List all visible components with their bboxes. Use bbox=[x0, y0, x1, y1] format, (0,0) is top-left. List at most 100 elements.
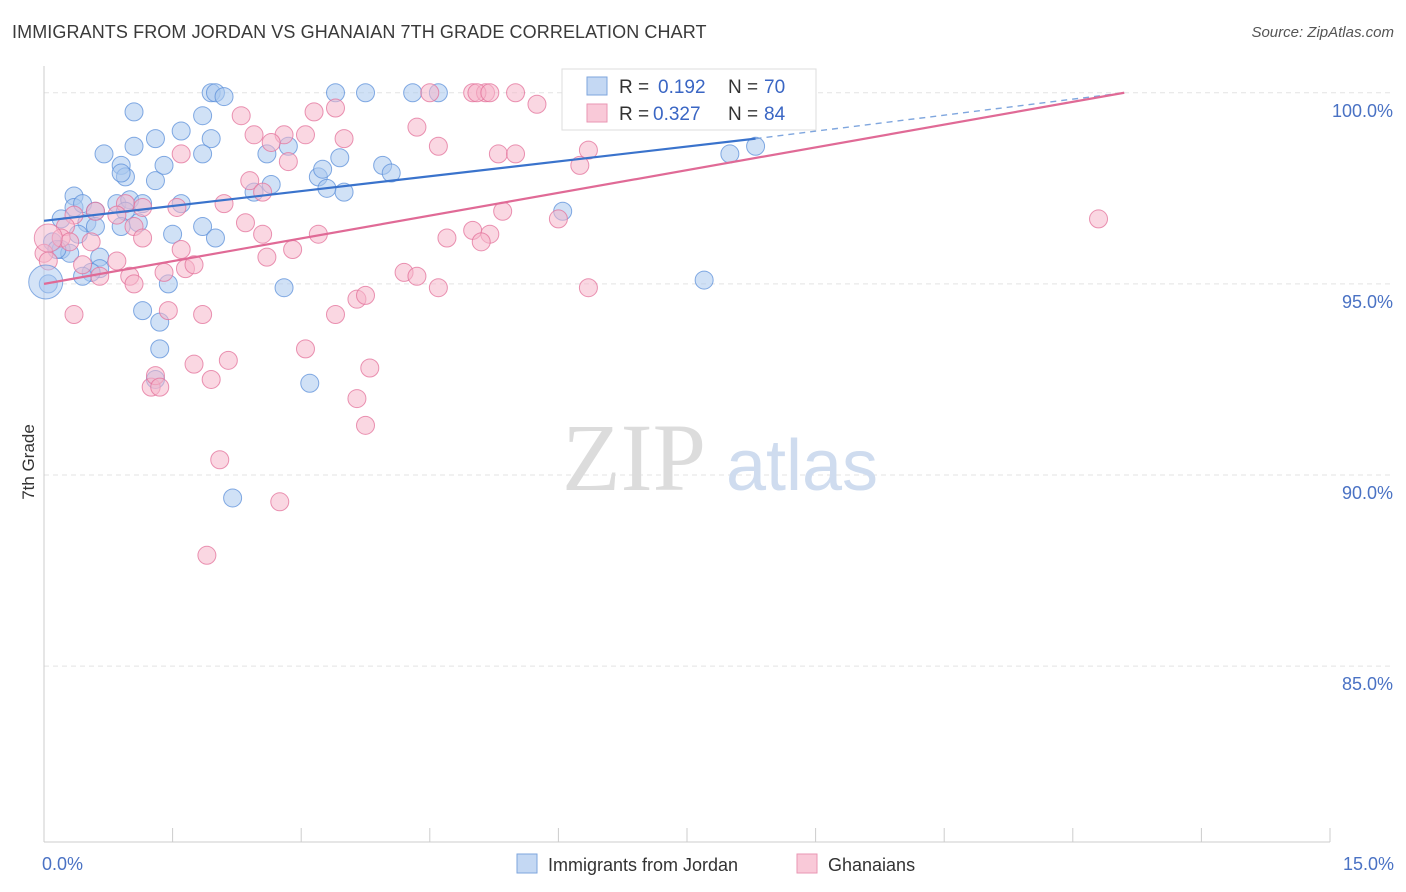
point-jordan bbox=[193, 144, 213, 164]
trend-line-jordan-extension bbox=[755, 92, 1125, 140]
legend-n-label-jordan: N = bbox=[728, 77, 758, 98]
point-ghanaians bbox=[261, 132, 281, 152]
y-tick-label: 95.0% bbox=[1342, 292, 1393, 312]
point-ghanaians bbox=[578, 278, 598, 298]
point-ghanaians bbox=[356, 285, 375, 305]
point-ghanaians bbox=[437, 228, 457, 248]
tick-labels: 100.0% 95.0% 90.0% 85.0% 0.0% 15.0% bbox=[42, 101, 1394, 874]
point-jordan bbox=[330, 148, 350, 168]
watermark-zip: ZIP bbox=[562, 404, 706, 511]
point-ghanaians bbox=[360, 358, 380, 378]
point-ghanaians bbox=[64, 304, 84, 324]
point-ghanaians bbox=[184, 354, 204, 374]
y-tick-label: 100.0% bbox=[1332, 101, 1393, 121]
point-ghanaians bbox=[506, 83, 526, 103]
legend-swatch-jordan bbox=[586, 76, 608, 96]
bottom-legend-label-ghanaians: Ghanaians bbox=[828, 855, 915, 875]
point-ghanaians bbox=[81, 232, 101, 252]
trend-line-ghanaians bbox=[43, 91, 1125, 285]
point-ghanaians bbox=[257, 247, 277, 267]
point-jordan bbox=[171, 121, 191, 141]
point-ghanaians bbox=[193, 304, 213, 324]
data-points bbox=[28, 83, 1109, 565]
point-ghanaians bbox=[210, 450, 230, 470]
point-ghanaians bbox=[154, 262, 174, 282]
point-jordan bbox=[145, 171, 165, 191]
bottom-legend-label-jordan: Immigrants from Jordan bbox=[548, 855, 738, 875]
point-ghanaians bbox=[356, 415, 375, 435]
point-ghanaians bbox=[548, 209, 568, 229]
point-ghanaians bbox=[570, 155, 590, 175]
point-ghanaians bbox=[73, 255, 93, 275]
point-ghanaians bbox=[325, 304, 345, 324]
point-jordan bbox=[205, 228, 225, 248]
point-ghanaians bbox=[253, 182, 273, 202]
point-ghanaians bbox=[167, 197, 187, 217]
point-ghanaians bbox=[107, 205, 127, 225]
point-ghanaians bbox=[107, 251, 127, 271]
point-ghanaians bbox=[218, 350, 238, 370]
point-jordan bbox=[145, 129, 165, 149]
point-ghanaians bbox=[214, 194, 234, 214]
point-ghanaians bbox=[407, 117, 427, 137]
y-tick-label: 90.0% bbox=[1342, 483, 1393, 503]
legend-swatch-ghanaians bbox=[586, 103, 608, 123]
point-jordan bbox=[300, 373, 320, 393]
point-ghanaians bbox=[325, 98, 345, 118]
point-ghanaians bbox=[244, 125, 264, 145]
bottom-legend: Immigrants from Jordan Ghanaians bbox=[516, 853, 915, 875]
point-jordan bbox=[313, 159, 333, 179]
point-ghanaians bbox=[85, 201, 105, 221]
point-ghanaians bbox=[197, 545, 217, 565]
point-ghanaians bbox=[420, 83, 440, 103]
point-jordan bbox=[214, 87, 234, 107]
y-axis-title: 7th Grade bbox=[19, 424, 38, 500]
point-jordan bbox=[403, 83, 423, 103]
point-jordan bbox=[193, 217, 213, 237]
legend-n-value-ghanaians: 84 bbox=[764, 104, 786, 125]
point-jordan bbox=[163, 224, 183, 244]
axes bbox=[43, 66, 1331, 843]
x-tick-label: 0.0% bbox=[42, 854, 83, 874]
point-ghanaians bbox=[184, 255, 204, 275]
chart-title: IMMIGRANTS FROM JORDAN VS GHANAIAN 7TH G… bbox=[12, 22, 707, 42]
point-ghanaians bbox=[527, 94, 547, 114]
point-jordan bbox=[154, 155, 174, 175]
point-ghanaians bbox=[158, 301, 178, 321]
point-ghanaians bbox=[231, 106, 251, 126]
point-ghanaians bbox=[171, 239, 191, 259]
point-ghanaians bbox=[471, 232, 491, 252]
point-ghanaians bbox=[60, 232, 80, 252]
point-ghanaians bbox=[253, 224, 273, 244]
legend-r-value-jordan: 0.192 bbox=[658, 77, 706, 98]
point-jordan bbox=[124, 102, 144, 122]
point-ghanaians bbox=[506, 144, 526, 164]
point-jordan bbox=[124, 136, 144, 156]
point-jordan bbox=[201, 129, 221, 149]
point-jordan bbox=[223, 488, 243, 508]
point-ghanaians bbox=[33, 223, 63, 253]
point-jordan bbox=[356, 83, 375, 103]
point-ghanaians bbox=[124, 274, 144, 294]
point-ghanaians bbox=[1089, 209, 1109, 229]
point-jordan bbox=[150, 339, 170, 359]
point-ghanaians bbox=[407, 266, 427, 286]
bottom-legend-swatch-jordan bbox=[516, 853, 538, 874]
point-jordan bbox=[720, 144, 740, 164]
point-ghanaians bbox=[295, 125, 315, 145]
point-ghanaians bbox=[347, 389, 367, 409]
point-ghanaians bbox=[171, 144, 191, 164]
point-ghanaians bbox=[133, 228, 153, 248]
point-jordan bbox=[94, 144, 114, 164]
point-jordan bbox=[28, 264, 64, 300]
point-ghanaians bbox=[304, 102, 324, 122]
legend-r-label-jordan: R = bbox=[619, 77, 649, 98]
point-ghanaians bbox=[578, 140, 598, 160]
trend-line-jordan bbox=[43, 137, 756, 222]
point-ghanaians bbox=[428, 278, 448, 298]
point-ghanaians bbox=[150, 377, 170, 397]
point-ghanaians bbox=[278, 152, 298, 172]
bottom-legend-swatch-ghanaians bbox=[796, 853, 818, 874]
point-ghanaians bbox=[235, 213, 255, 233]
